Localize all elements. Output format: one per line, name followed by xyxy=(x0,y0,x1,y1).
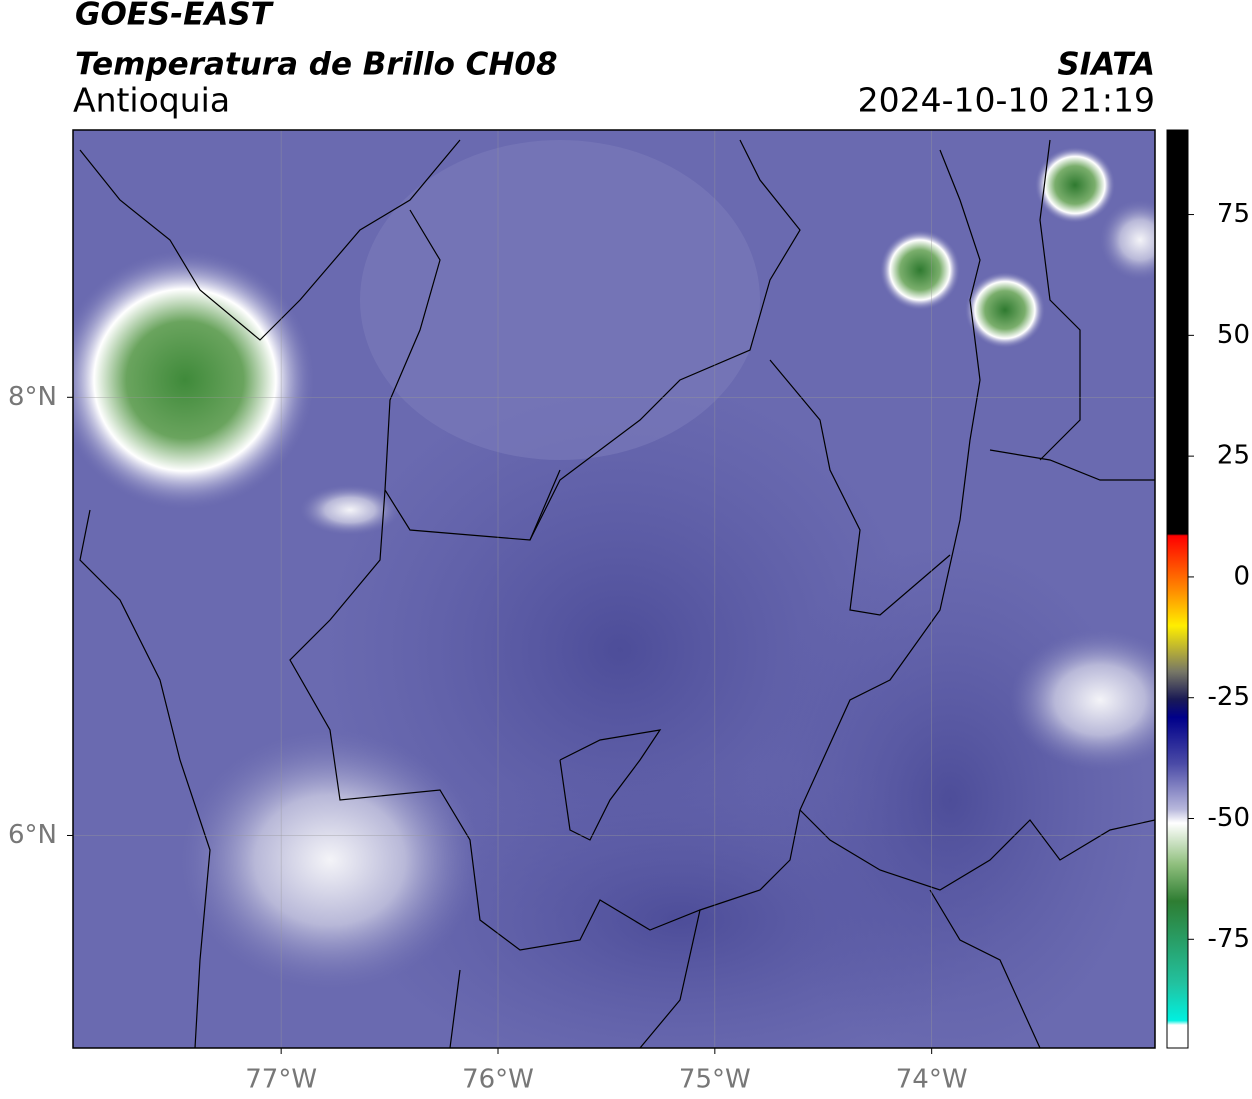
map-frame xyxy=(72,129,1156,1049)
lat-tick-label: 8°N xyxy=(8,382,57,412)
colorbar-tick-label: 0 xyxy=(1233,561,1250,591)
colorbar-tick-label: -25 xyxy=(1208,682,1250,712)
lon-tick-label: 77°W xyxy=(245,1065,317,1095)
title: GOES-EAST xyxy=(75,0,275,33)
lon-tick-label: 76°W xyxy=(462,1065,534,1095)
colorbar xyxy=(1166,129,1189,1049)
colorbar-tick-label: 50 xyxy=(1217,320,1250,350)
colorbar-tick-label: 25 xyxy=(1217,441,1250,471)
datetime: 2024-10-10 21:19 xyxy=(858,81,1155,120)
lat-tick-label: 6°N xyxy=(8,820,57,850)
region: Antioquia xyxy=(73,81,230,120)
colorbar-tick-label: -75 xyxy=(1208,924,1250,954)
lon-tick-label: 74°W xyxy=(896,1065,968,1095)
lon-tick-label: 75°W xyxy=(679,1065,751,1095)
colorbar-tick-label: -50 xyxy=(1208,803,1250,833)
source: SIATA xyxy=(1057,47,1155,83)
satellite-image xyxy=(73,130,1155,1048)
colorbar-tick-label: 75 xyxy=(1217,199,1250,229)
subtitle: Temperatura de Brillo CH08 xyxy=(75,47,558,83)
graticule xyxy=(73,130,1155,1048)
